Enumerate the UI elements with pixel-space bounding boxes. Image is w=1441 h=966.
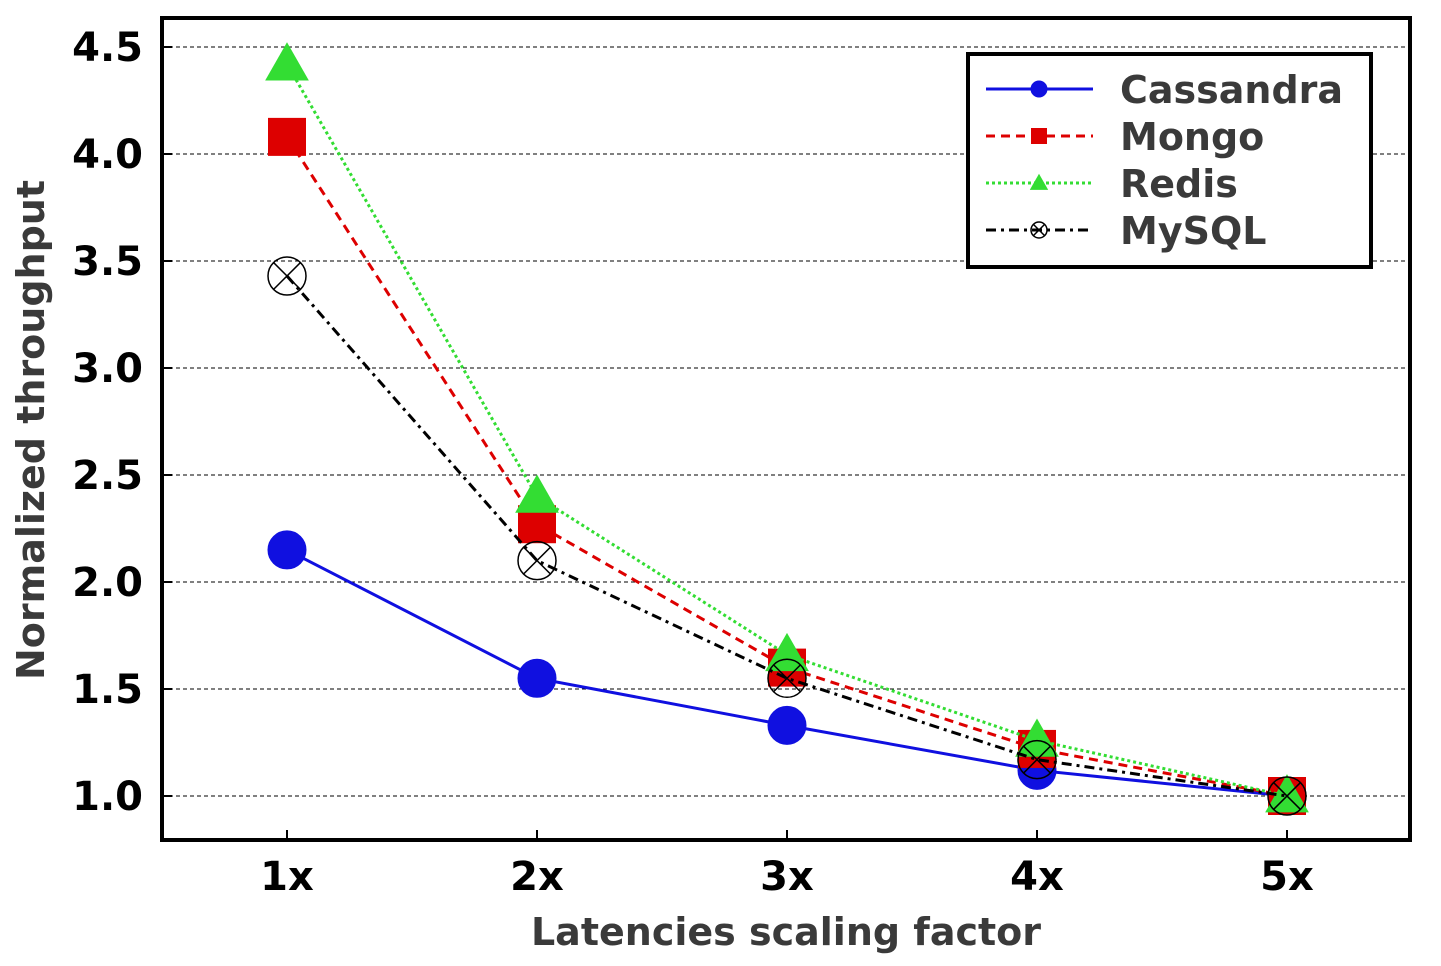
marker-cross [1023,745,1051,774]
data-point-redis [515,474,559,513]
x-tick-label: 2x [510,854,564,900]
marker-ring [767,658,807,699]
legend-marker-cassandra [1030,80,1048,98]
series-line-redis [285,63,1288,798]
legend-marker-mysql [1030,221,1048,239]
legend-marker-redis [1029,173,1049,190]
y-tick-label: 4.0 [72,132,143,178]
y-tick-label: 2.0 [72,560,143,606]
marker-ring [1017,739,1057,780]
data-point-cassandra [767,705,807,745]
marker-ring [1030,221,1048,239]
x-tick-label: 3x [760,854,814,900]
x-tick-label: 1x [260,854,314,900]
marker-cross [1273,782,1301,810]
marker-cross [273,262,301,290]
data-point-redis [1015,718,1059,757]
series-mysql [267,256,1307,816]
legend-label-mongo: Mongo [1120,115,1264,159]
marker-ring [517,540,557,581]
y-tick-label: 3.5 [72,239,143,285]
x-tick-label: 5x [1260,854,1314,900]
data-point-mongo [268,117,306,156]
data-point-cassandra [267,530,307,570]
x-axis-label: Latencies scaling factor [531,910,1041,954]
series-redis [265,42,1309,813]
y-tick-label: 3.0 [72,346,143,392]
legend-label-redis: Redis [1120,162,1238,206]
legend-label-cassandra: Cassandra [1120,68,1343,112]
data-point-mysql [517,540,557,581]
plot-frame [160,16,1412,842]
x-tick-label: 4x [1010,854,1064,900]
series-layer [265,42,1309,816]
legend-label-mysql: MySQL [1120,209,1266,253]
y-tick-label: 1.5 [72,667,143,713]
y-tick-label: 4.5 [72,25,143,71]
data-point-mysql [1017,739,1057,780]
legend-marker-mongo [1031,128,1047,144]
marker-cross [1032,223,1046,237]
data-point-redis [265,42,309,81]
marker-ring [1267,776,1307,816]
y-axis-ticks: 1.0 1.5 2.0 2.5 3.0 3.5 4.0 4.5 [72,25,172,820]
y-tick-label: 2.5 [72,453,143,499]
data-point-cassandra [517,658,557,698]
marker-cross [773,664,801,693]
data-point-redis [765,632,809,672]
data-point-mysql [1267,776,1307,816]
x-axis-ticks: 1x 2x 3x 4x 5x [260,830,1314,900]
data-point-mysql [267,256,307,296]
marker-cross [523,546,551,575]
data-point-redis [1265,774,1309,813]
marker-ring [267,256,307,296]
y-axis-label: Normalized throughput [9,180,53,680]
y-tick-label: 1.0 [72,774,143,820]
data-point-mysql [767,658,807,699]
series-line-mongo [285,136,1288,798]
